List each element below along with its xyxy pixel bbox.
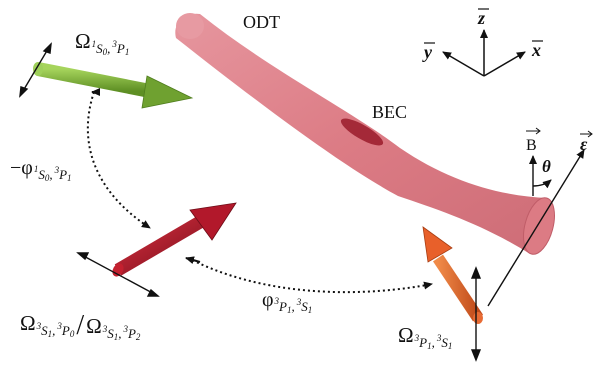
- axis-y-arrow: [442, 51, 485, 77]
- green-beam-arrow: [33, 62, 194, 109]
- red-polarization-arrow: [76, 252, 160, 297]
- bec-cloud: [340, 118, 384, 146]
- phase-green-red-label: −φ1S0, 3P1: [10, 157, 72, 183]
- angle-theta-arc: [532, 179, 552, 189]
- rabi-red-label: Ω3S1, 3P0/Ω3S1, 3P2: [20, 310, 141, 342]
- green-beam-tail: [33, 62, 43, 76]
- field-b-vector-tip: [535, 127, 541, 135]
- odt-left-end: [176, 13, 204, 39]
- red-beam-arrow: [112, 202, 237, 277]
- phase-red-orange-label: φ3P1, 3S1: [262, 289, 312, 315]
- orange-beam-head: [422, 226, 453, 263]
- polarization-arrow: [487, 149, 585, 307]
- field-vectors: [487, 149, 585, 307]
- field-b-label: B: [526, 137, 537, 154]
- phase-link-red-orange-start: [185, 256, 201, 265]
- angle-theta-label: θ: [542, 157, 551, 176]
- orange-beam-tail: [473, 312, 483, 324]
- rabi-green-label: Ω1S0, 3P1: [75, 29, 129, 57]
- green-beam-head: [141, 75, 194, 109]
- axis-x-label: x: [531, 40, 541, 60]
- green-polarization-arrow: [19, 42, 52, 98]
- phase-link-green-red: [86, 91, 151, 229]
- polarization-label: ε: [580, 134, 588, 154]
- axis-x-arrow: [483, 51, 526, 77]
- coordinate-axes: [442, 29, 526, 77]
- rabi-orange-label: Ω3P1, 3S1: [398, 323, 452, 351]
- phase-link-red-orange: [187, 257, 433, 294]
- red-beam-head: [189, 202, 237, 241]
- bec-label: BEC: [372, 102, 407, 122]
- axis-y-label: y: [422, 42, 433, 62]
- polarization-vector-tip: [587, 130, 593, 138]
- orange-polarization-arrow: [470, 266, 482, 362]
- odt-label: ODT: [243, 12, 280, 32]
- axis-z-label: z: [477, 8, 485, 28]
